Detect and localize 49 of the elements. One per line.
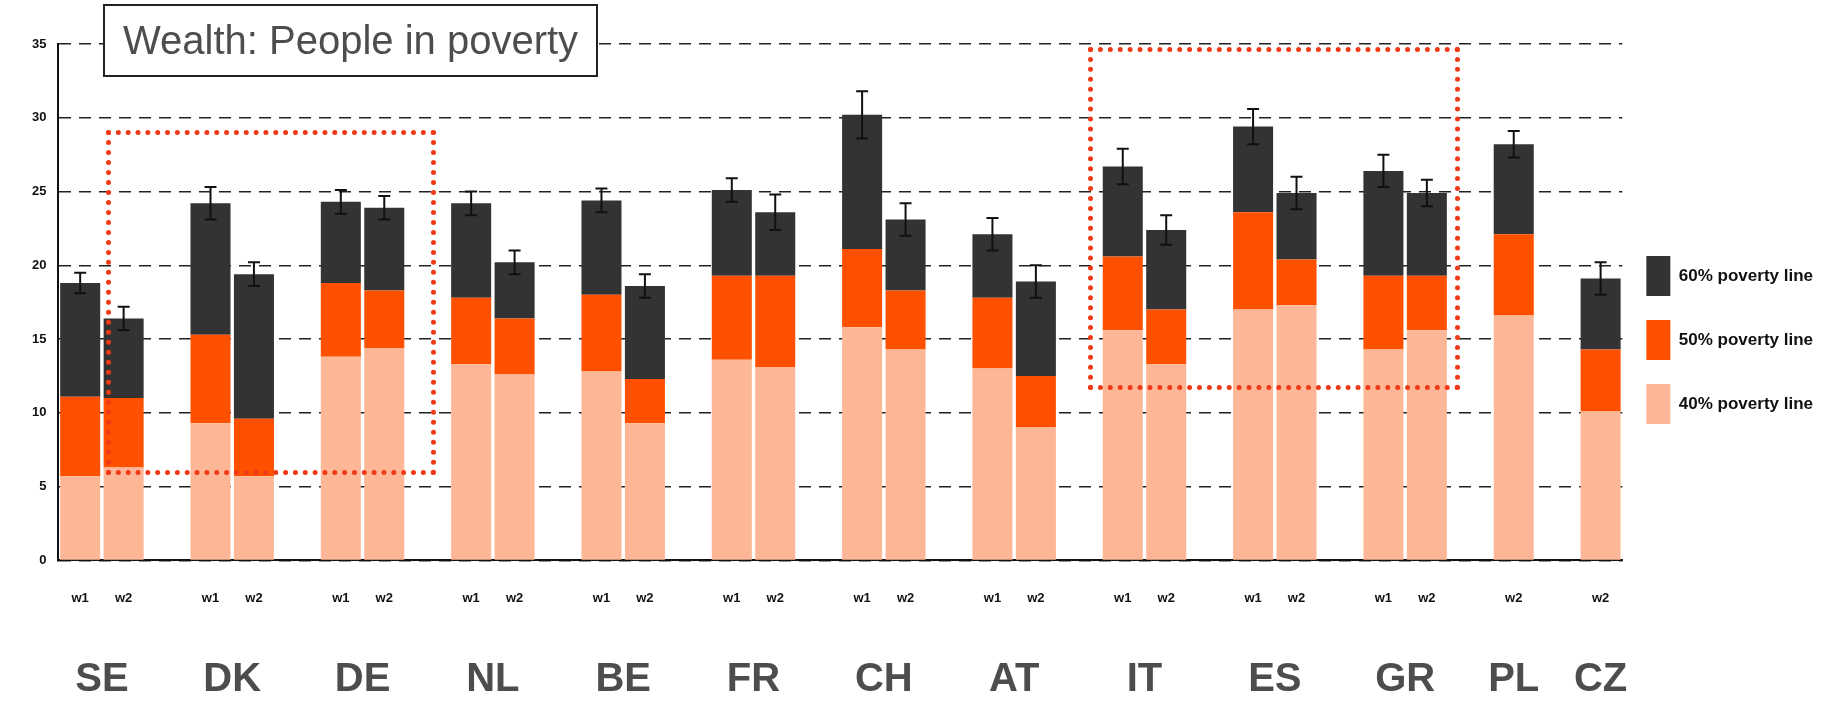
- x-tick-label: w2: [1417, 589, 1436, 605]
- x-tick-label: w1: [722, 589, 741, 605]
- y-tick-label: 20: [31, 256, 47, 272]
- x-tick-label: w1: [331, 589, 350, 605]
- chart-title: Wealth: People in poverty: [103, 4, 599, 77]
- x-tick-label: w1: [982, 589, 1002, 605]
- text: FR: [726, 655, 781, 700]
- text: CZ: [1573, 655, 1628, 700]
- x-tick-label: w2: [244, 589, 263, 605]
- text: SE: [75, 655, 129, 700]
- x-tick-label: w1: [1373, 589, 1393, 605]
- text: PL: [1488, 655, 1540, 700]
- text: CH: [854, 655, 913, 700]
- text: DE: [334, 655, 391, 700]
- x-tick-label: w2: [1286, 589, 1306, 605]
- x-tick-label: w1: [461, 589, 480, 605]
- text: AT: [988, 655, 1040, 700]
- y-tick-label: 15: [31, 330, 47, 346]
- text: BE: [595, 655, 651, 700]
- legend-label: 40% poverty line: [1678, 393, 1814, 413]
- text: IT: [1126, 655, 1163, 700]
- x-tick-label: w1: [852, 589, 871, 605]
- x-tick-label: w2: [1504, 589, 1523, 605]
- text: NL: [466, 655, 520, 700]
- x-tick-label: w2: [374, 589, 393, 605]
- text: ES: [1248, 655, 1302, 700]
- x-tick-label: w2: [895, 589, 915, 605]
- y-tick-label: 25: [31, 183, 47, 199]
- y-tick-label: 5: [39, 478, 47, 494]
- text: DK: [203, 655, 262, 700]
- legend-label: 60% poverty line: [1678, 265, 1814, 285]
- y-tick-label: 35: [31, 35, 47, 51]
- x-tick-label: w2: [635, 589, 654, 605]
- x-tick-label: w1: [70, 589, 89, 605]
- y-tick-label: 0: [39, 551, 47, 567]
- x-tick-label: w2: [1026, 589, 1045, 605]
- text: GR: [1375, 655, 1436, 700]
- y-tick-label: 30: [31, 109, 47, 125]
- legend-label: 50% poverty line: [1678, 329, 1814, 349]
- x-tick-label: w2: [1156, 589, 1175, 605]
- x-tick-label: w1: [1113, 589, 1132, 605]
- x-tick-label: w2: [113, 589, 133, 605]
- x-tick-label: w2: [765, 589, 784, 605]
- y-tick-label: 10: [31, 404, 47, 420]
- x-tick-label: w1: [200, 589, 220, 605]
- x-tick-label: w2: [1590, 589, 1610, 605]
- x-tick-label: w1: [1243, 589, 1262, 605]
- x-tick-label: w1: [591, 589, 611, 605]
- x-tick-label: w2: [504, 589, 524, 605]
